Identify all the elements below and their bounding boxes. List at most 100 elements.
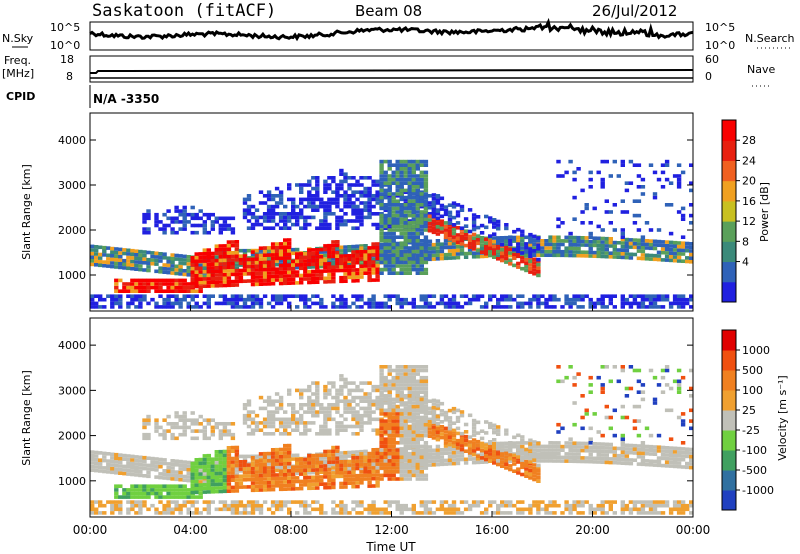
power-cell — [576, 239, 581, 244]
power-cell — [395, 253, 400, 257]
power-cell — [588, 243, 593, 247]
power-cell — [154, 289, 159, 293]
velocity-cell — [363, 507, 368, 512]
power-cell — [126, 282, 131, 286]
velocity-cell — [158, 457, 163, 462]
velocity-cell — [94, 454, 99, 458]
power-cell — [399, 305, 404, 309]
velocity-cell — [198, 465, 203, 469]
power-cell — [379, 195, 384, 200]
power-cell — [387, 294, 392, 298]
velocity-cell — [266, 424, 272, 429]
power-cell — [415, 181, 420, 185]
velocity-cell — [339, 481, 344, 486]
velocity-cell — [347, 481, 352, 485]
velocity-cell — [226, 503, 232, 508]
power-cell — [431, 219, 437, 224]
velocity-cell — [258, 503, 264, 508]
velocity-cell — [202, 475, 207, 480]
power-cell — [399, 217, 404, 221]
velocity-cell — [106, 466, 111, 471]
power-cell — [431, 211, 437, 215]
velocity-cell — [146, 474, 151, 479]
velocity-cell — [274, 410, 280, 414]
power-cell — [323, 186, 328, 191]
power-cell — [254, 253, 260, 258]
velocity-cell — [178, 477, 183, 482]
power-cell — [644, 257, 650, 261]
power-cell — [447, 256, 453, 260]
velocity-cell — [447, 416, 453, 420]
velocity-cell — [355, 403, 360, 407]
velocity-cell — [299, 457, 304, 462]
power-cell — [182, 216, 187, 221]
power-cell — [572, 239, 577, 243]
station-title: Saskatoon (fitACF) — [92, 1, 276, 21]
velocity-cell — [347, 392, 352, 396]
power-cell — [311, 276, 316, 281]
velocity-cell — [423, 462, 429, 467]
power-cell — [355, 208, 360, 212]
velocity-cell — [359, 449, 364, 454]
velocity-cell — [451, 410, 457, 415]
power-cell — [451, 301, 457, 306]
power-cell — [355, 244, 360, 249]
power-cell — [395, 181, 400, 185]
power-cell — [536, 253, 541, 257]
power-cell — [616, 174, 621, 178]
velocity-cell — [291, 500, 296, 504]
velocity-cell — [90, 464, 95, 469]
power-cell — [463, 224, 469, 228]
velocity-cell — [114, 484, 119, 488]
power-cell — [250, 215, 256, 220]
power-cell — [218, 227, 223, 231]
power-cell — [387, 228, 392, 232]
power-cell — [676, 163, 682, 167]
power-cell — [383, 242, 388, 247]
power-cell — [664, 163, 670, 167]
velocity-cell — [194, 479, 199, 484]
power-cell — [407, 249, 412, 254]
power-cell — [479, 250, 485, 254]
velocity-cell — [138, 507, 143, 512]
power-cell — [415, 253, 420, 257]
velocity-cell — [311, 399, 316, 403]
power-cell — [278, 256, 284, 261]
nsky-trace — [89, 17, 694, 42]
velocity-cell — [423, 444, 429, 449]
power-cell — [146, 212, 151, 217]
power-cell — [439, 297, 445, 302]
power-cell — [315, 190, 320, 194]
power-cell — [536, 305, 541, 309]
velocity-cell — [283, 487, 288, 491]
power-cell — [568, 253, 573, 258]
power-cell — [636, 256, 642, 261]
velocity-cell — [178, 495, 183, 499]
velocity-cell — [202, 483, 207, 487]
velocity-cell — [238, 454, 244, 459]
velocity-cell — [258, 395, 264, 400]
velocity-cell — [274, 417, 280, 422]
velocity-cell — [287, 424, 292, 429]
power-cell — [339, 194, 344, 198]
velocity-cell — [359, 428, 364, 432]
power-cell — [222, 276, 228, 281]
power-cell — [327, 208, 332, 212]
power-cell — [323, 190, 328, 194]
power-cell — [500, 251, 505, 256]
power-cell — [254, 257, 260, 261]
power-cell — [303, 252, 308, 256]
power-cell — [560, 174, 565, 178]
power-cell — [628, 159, 634, 164]
power-cell — [311, 186, 316, 191]
power-cell — [327, 226, 332, 230]
velocity-cell — [395, 383, 400, 387]
velocity-cell — [190, 465, 195, 469]
power-cell — [411, 235, 416, 239]
power-cell — [335, 258, 340, 262]
power-cell — [443, 212, 449, 217]
power-cell — [311, 208, 316, 212]
velocity-cell — [166, 469, 171, 473]
velocity-cell — [403, 507, 408, 512]
power-cell — [492, 221, 497, 226]
